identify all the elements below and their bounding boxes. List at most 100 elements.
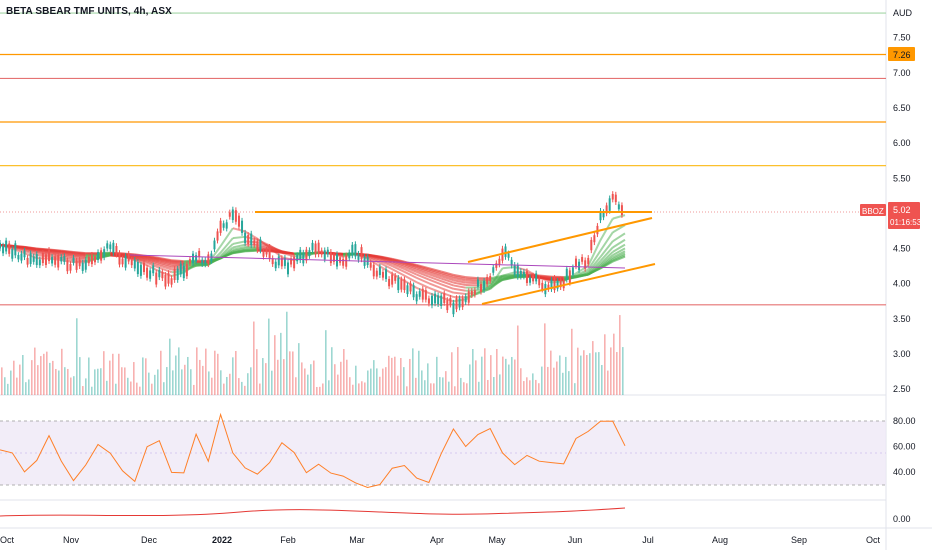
ribbon-segment [37, 248, 49, 249]
volume-bar [346, 360, 348, 395]
volume-bar [13, 361, 15, 395]
volume-bar [310, 364, 312, 395]
candle-body [168, 273, 170, 284]
level-badge: 7.26 [888, 47, 915, 61]
ribbon-segment [74, 252, 86, 253]
volume-bar [439, 377, 441, 395]
price-tick: 3.00 [893, 349, 911, 359]
candle-body [529, 277, 531, 282]
volume-bar [538, 383, 540, 395]
volume-bar [103, 351, 105, 395]
ribbon-segment [613, 215, 625, 218]
candle-body [24, 251, 26, 258]
volume-bar [301, 362, 303, 395]
volume-bar [418, 351, 420, 395]
candle-body [201, 260, 203, 264]
volume-bar [373, 360, 375, 395]
volume-bar [88, 358, 90, 395]
candle-body [85, 260, 87, 270]
candle-body [305, 250, 307, 261]
candle-body [36, 254, 38, 265]
volume-bar [97, 369, 99, 395]
volume-bar [484, 348, 486, 395]
candle-body [54, 256, 56, 264]
time-axis-label: Mar [349, 535, 365, 545]
candle-body [373, 265, 375, 277]
candle-body [575, 259, 577, 267]
candle-body [79, 260, 81, 267]
volume-bar [160, 351, 162, 395]
time-axis-label: Nov [63, 535, 80, 545]
volume-bar [283, 359, 285, 395]
volume-bar [472, 349, 474, 395]
candle-body [131, 260, 133, 265]
candle-body [278, 256, 280, 265]
candle-body [73, 258, 75, 263]
volume-bar [82, 386, 84, 395]
volume-bar [238, 378, 240, 395]
volume-bar [232, 357, 234, 395]
volume-bar [370, 369, 372, 395]
candle-body [609, 198, 611, 210]
oscillator-scale[interactable]: 0.00 [893, 514, 911, 524]
volume-bar [406, 386, 408, 395]
candle-body [517, 265, 519, 276]
candle-body [171, 278, 173, 284]
volume-bar [181, 369, 183, 395]
price-scale[interactable]: AUD 7.507.006.506.005.504.504.003.503.00… [893, 8, 913, 394]
volume-bar [325, 330, 327, 395]
candle-body [312, 243, 314, 251]
volume-bar [532, 373, 534, 395]
candle-body [241, 221, 243, 233]
candle-body [449, 298, 451, 305]
volume-bar [1, 367, 3, 395]
volume-bar [7, 384, 9, 395]
volume-bar [262, 358, 264, 395]
time-axis-label: Dec [141, 535, 158, 545]
candle-body [526, 271, 528, 283]
volume-bar [136, 383, 138, 395]
candle-body [327, 250, 329, 255]
candle-body [42, 253, 44, 263]
volume-bar [250, 367, 252, 395]
candle-body [262, 251, 264, 257]
candle-body [69, 264, 71, 271]
ma-ribbon [0, 215, 625, 301]
candle-body [459, 298, 461, 307]
price-tick: 3.50 [893, 314, 911, 324]
ribbon-segment [453, 289, 465, 291]
countdown-label: 01:16:53 [890, 218, 922, 227]
last-price-badge: BBOZ 5.02 01:16:53 [860, 202, 922, 229]
candle-body [256, 241, 258, 250]
volume-bar [139, 387, 141, 395]
candle-body [505, 246, 507, 256]
candle-body [419, 291, 421, 297]
volume-bar [4, 377, 6, 395]
volume-bar [385, 367, 387, 395]
candle-body [581, 257, 583, 262]
symbol-label: BBOZ [862, 207, 884, 216]
ribbon-segment [12, 246, 24, 247]
volume-bar [517, 326, 519, 395]
volume-bar [76, 318, 78, 395]
candle-body [14, 243, 16, 255]
candle-body [244, 233, 246, 243]
ribbon-segment [539, 276, 551, 277]
volume-bar [559, 355, 561, 395]
osc-tick: 0.00 [893, 514, 911, 524]
volume-bar [19, 365, 21, 395]
volume-bar [337, 375, 339, 395]
volume-bar [409, 359, 411, 395]
volume-bar [340, 362, 342, 395]
volume-bar [433, 383, 435, 395]
candle-body [33, 257, 35, 262]
candle-body [189, 259, 191, 263]
last-price-label: 5.02 [893, 205, 911, 215]
volume-bar [478, 382, 480, 395]
volume-bar [508, 365, 510, 395]
volume-bars [1, 312, 624, 395]
